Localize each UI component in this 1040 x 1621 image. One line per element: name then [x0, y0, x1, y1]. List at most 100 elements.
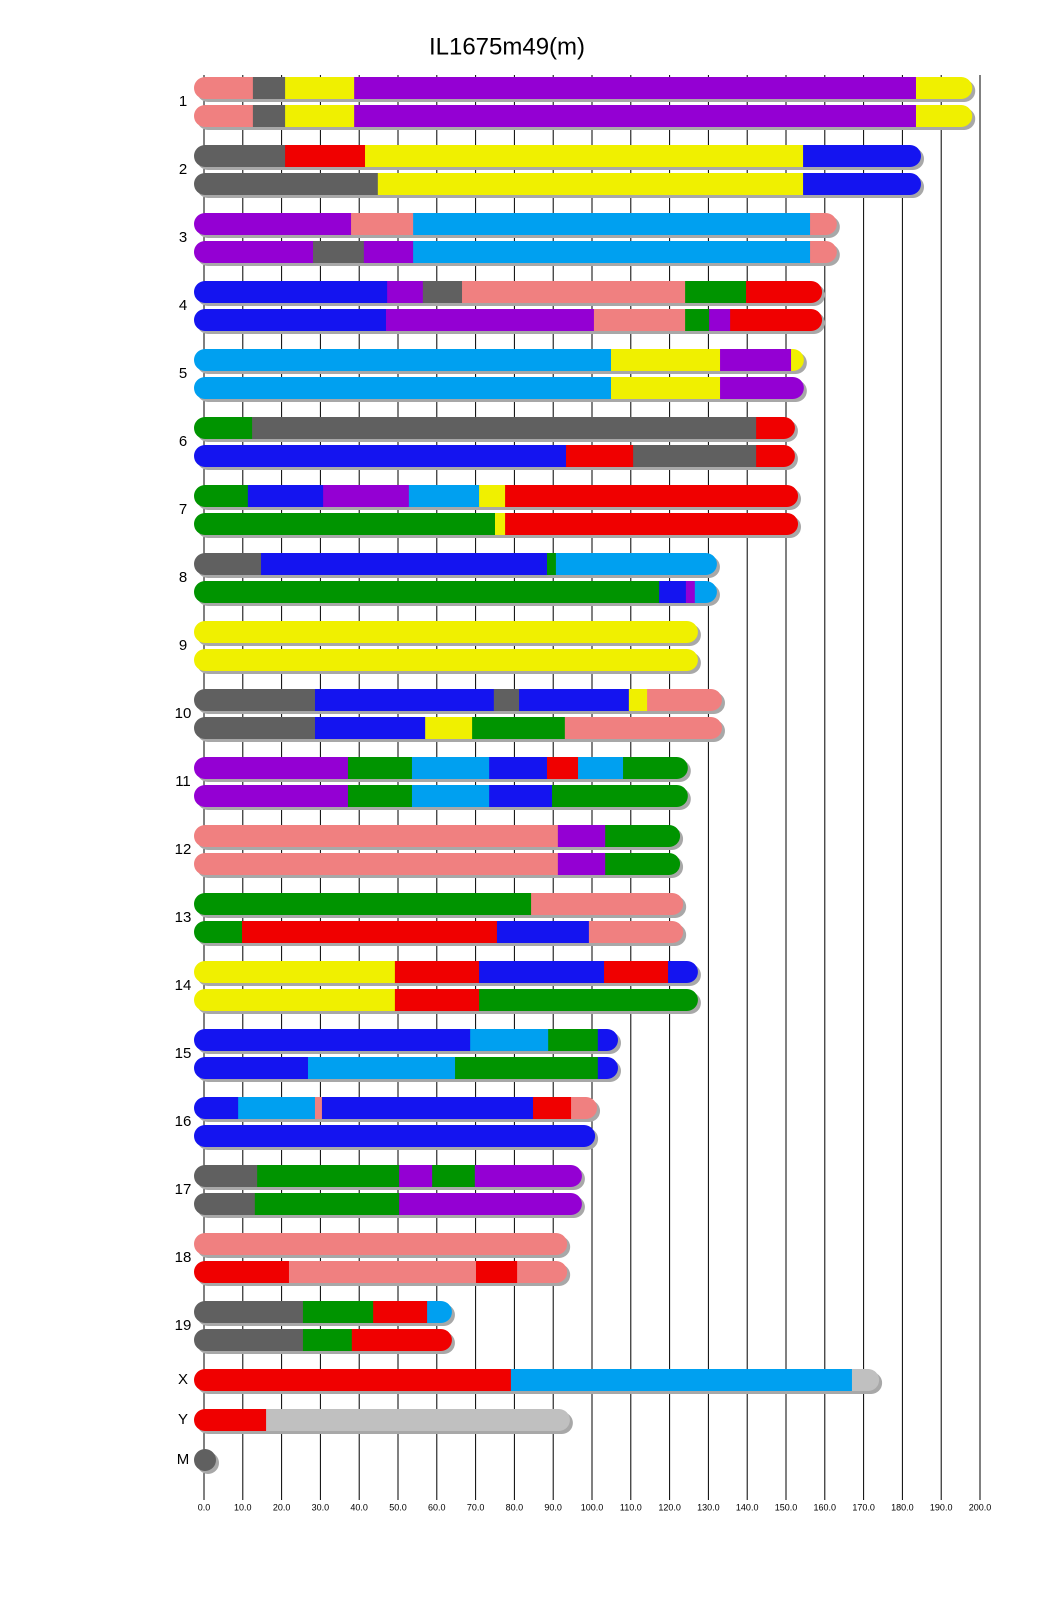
x-tick-label: 40.0: [350, 1502, 368, 1512]
segment: [285, 145, 366, 167]
segment: [470, 1029, 549, 1051]
segment: [605, 825, 681, 847]
segment: [479, 961, 605, 983]
segment: [242, 921, 498, 943]
segment: [194, 1193, 256, 1215]
segment: [730, 309, 823, 331]
x-tick-label: 90.0: [544, 1502, 562, 1512]
segment: [314, 1097, 323, 1119]
x-tick-label: 160.0: [814, 1502, 837, 1512]
segment: [257, 1165, 400, 1187]
x-tick-label: 80.0: [506, 1502, 524, 1512]
segment: [474, 1165, 582, 1187]
haplotype: [194, 485, 799, 507]
segment: [611, 349, 721, 371]
segment: [194, 377, 612, 399]
haplotype: [194, 717, 722, 739]
segment: [194, 893, 532, 915]
segment: [555, 553, 717, 575]
x-tick-label: 20.0: [273, 1502, 291, 1512]
chromosome-label: 1: [179, 93, 187, 110]
haplotype: [194, 989, 698, 1011]
haplotype: [194, 213, 837, 235]
haplotype: [194, 445, 795, 467]
segment: [668, 961, 698, 983]
chromosome-label: 10: [175, 705, 192, 722]
segment: [194, 921, 243, 943]
segment: [756, 417, 795, 439]
segment: [720, 349, 792, 371]
segment: [194, 1125, 596, 1147]
segment: [546, 757, 579, 779]
segment: [252, 77, 286, 99]
chromosome-label: 12: [175, 841, 192, 858]
chromosome-label: 9: [179, 637, 187, 654]
x-tick-label: 130.0: [697, 1502, 720, 1512]
x-tick-label: 180.0: [891, 1502, 914, 1512]
segment: [399, 1165, 433, 1187]
segment: [194, 581, 660, 603]
x-tick-label: 50.0: [389, 1502, 407, 1512]
haplotype: [194, 377, 804, 399]
chromosome-label: 11: [175, 773, 191, 790]
segment: [387, 281, 424, 303]
segment: [597, 1029, 618, 1051]
chromosome-label: 2: [179, 161, 187, 178]
haplotype: [194, 621, 698, 643]
segment: [462, 281, 686, 303]
chromosome-label: 5: [179, 365, 187, 382]
segment: [363, 241, 414, 263]
haplotype: [194, 689, 722, 711]
segment: [413, 213, 811, 235]
segment: [194, 1261, 290, 1283]
x-tick-label: 30.0: [312, 1502, 330, 1512]
haplotype: [194, 1057, 618, 1079]
segment: [571, 1097, 598, 1119]
segment: [354, 105, 917, 127]
haplotype: [194, 1193, 582, 1215]
segment: [194, 1301, 304, 1323]
segment: [489, 785, 553, 807]
haplotype: [194, 1369, 880, 1391]
segment: [408, 485, 480, 507]
chromosome-label: 15: [175, 1045, 192, 1062]
haplotype: [194, 1165, 582, 1187]
segment: [422, 281, 463, 303]
segment: [194, 1369, 512, 1391]
segment: [915, 77, 973, 99]
segment: [194, 689, 316, 711]
segment: [302, 1329, 353, 1351]
x-tick-label: 150.0: [775, 1502, 798, 1512]
haplotype: [194, 145, 922, 167]
segment: [347, 785, 413, 807]
segment: [194, 785, 349, 807]
segment: [628, 689, 648, 711]
x-tick-label: 0.0: [198, 1502, 211, 1512]
segment: [647, 689, 722, 711]
segment: [194, 1409, 267, 1431]
segment: [347, 757, 413, 779]
segment: [756, 445, 795, 467]
segment: [194, 621, 698, 643]
segment: [247, 485, 324, 507]
haplotype: [194, 513, 799, 535]
haplotype: [194, 173, 922, 195]
haplotype: [194, 105, 973, 127]
segment: [194, 1329, 304, 1351]
segment: [564, 717, 722, 739]
segment: [354, 77, 917, 99]
segment: [505, 485, 799, 507]
segment: [479, 485, 506, 507]
haplotype: [194, 241, 837, 263]
segment: [285, 105, 355, 127]
segment: [566, 445, 634, 467]
segment: [394, 989, 480, 1011]
segment: [659, 581, 687, 603]
x-tick-label: 10.0: [234, 1502, 252, 1512]
haplotype: [194, 961, 698, 983]
segment: [194, 145, 286, 167]
x-tick-label: 60.0: [428, 1502, 446, 1512]
chromosome-label: 8: [179, 569, 187, 586]
chromosome-label: 3: [179, 229, 187, 246]
